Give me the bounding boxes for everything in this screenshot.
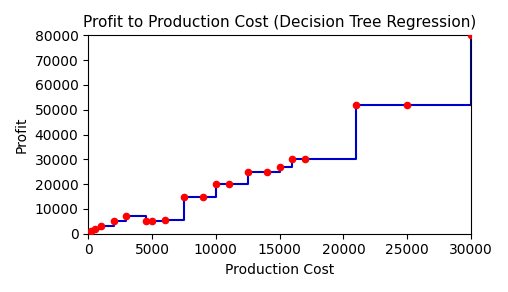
Point [212,182,220,187]
Point [289,157,297,162]
Y-axis label: Profit: Profit [15,116,29,153]
Point [225,182,233,187]
Point [142,219,150,224]
Point [275,164,283,169]
Point [244,169,252,174]
Point [161,218,169,223]
Point [110,219,118,224]
Point [352,102,360,107]
Point [90,226,99,231]
Point [122,214,131,219]
Point [301,157,309,162]
Point [97,224,105,229]
Point [199,194,207,199]
Point [467,33,475,38]
Point [403,102,411,107]
Point [148,219,156,224]
Point [180,194,188,199]
X-axis label: Production Cost: Production Cost [225,263,334,277]
Title: Profit to Production Cost (Decision Tree Regression): Profit to Production Cost (Decision Tree… [83,15,477,30]
Point [87,229,95,234]
Point [263,169,271,174]
